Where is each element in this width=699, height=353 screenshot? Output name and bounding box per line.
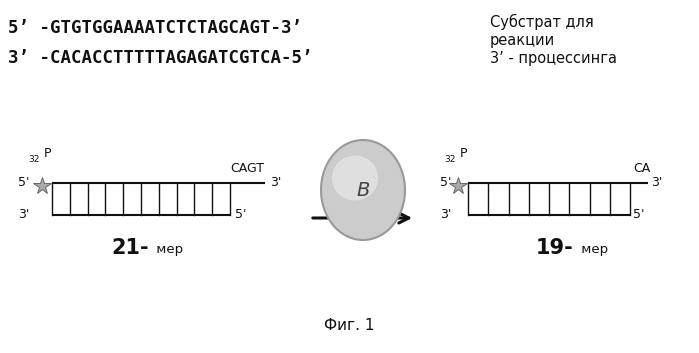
Ellipse shape — [332, 156, 378, 201]
Text: реакции: реакции — [490, 32, 555, 48]
Ellipse shape — [321, 140, 405, 240]
Text: 5': 5' — [633, 209, 644, 221]
Text: CAGT: CAGT — [231, 162, 264, 175]
Text: мер: мер — [152, 243, 183, 256]
Text: 5': 5' — [440, 176, 452, 190]
Text: P: P — [460, 147, 468, 160]
Text: 21-: 21- — [111, 238, 149, 258]
Text: 3': 3' — [440, 209, 452, 221]
Text: Фиг. 1: Фиг. 1 — [324, 317, 374, 333]
Text: 3’ -CACACCTTTTTAGAGATCGTCA-5’: 3’ -CACACCTTTTTAGAGATCGTCA-5’ — [8, 49, 312, 67]
Text: 5': 5' — [235, 209, 247, 221]
Text: 32: 32 — [445, 155, 456, 164]
Text: 3': 3' — [651, 176, 663, 190]
Text: 5': 5' — [18, 176, 29, 190]
Text: CA: CA — [633, 162, 651, 175]
Text: B: B — [356, 180, 370, 199]
Text: 3': 3' — [18, 209, 29, 221]
Text: 3': 3' — [270, 176, 282, 190]
Text: Субстрат для: Субстрат для — [490, 14, 593, 30]
Text: 19-: 19- — [536, 238, 574, 258]
Text: 5’ -GTGTGGAAAATCTCTAGCAGT-3’: 5’ -GTGTGGAAAATCTCTAGCAGT-3’ — [8, 19, 302, 37]
Text: мер: мер — [577, 243, 608, 256]
Text: 3’ - процессинга: 3’ - процессинга — [490, 50, 617, 66]
Text: 32: 32 — [29, 155, 40, 164]
Text: P: P — [44, 147, 52, 160]
